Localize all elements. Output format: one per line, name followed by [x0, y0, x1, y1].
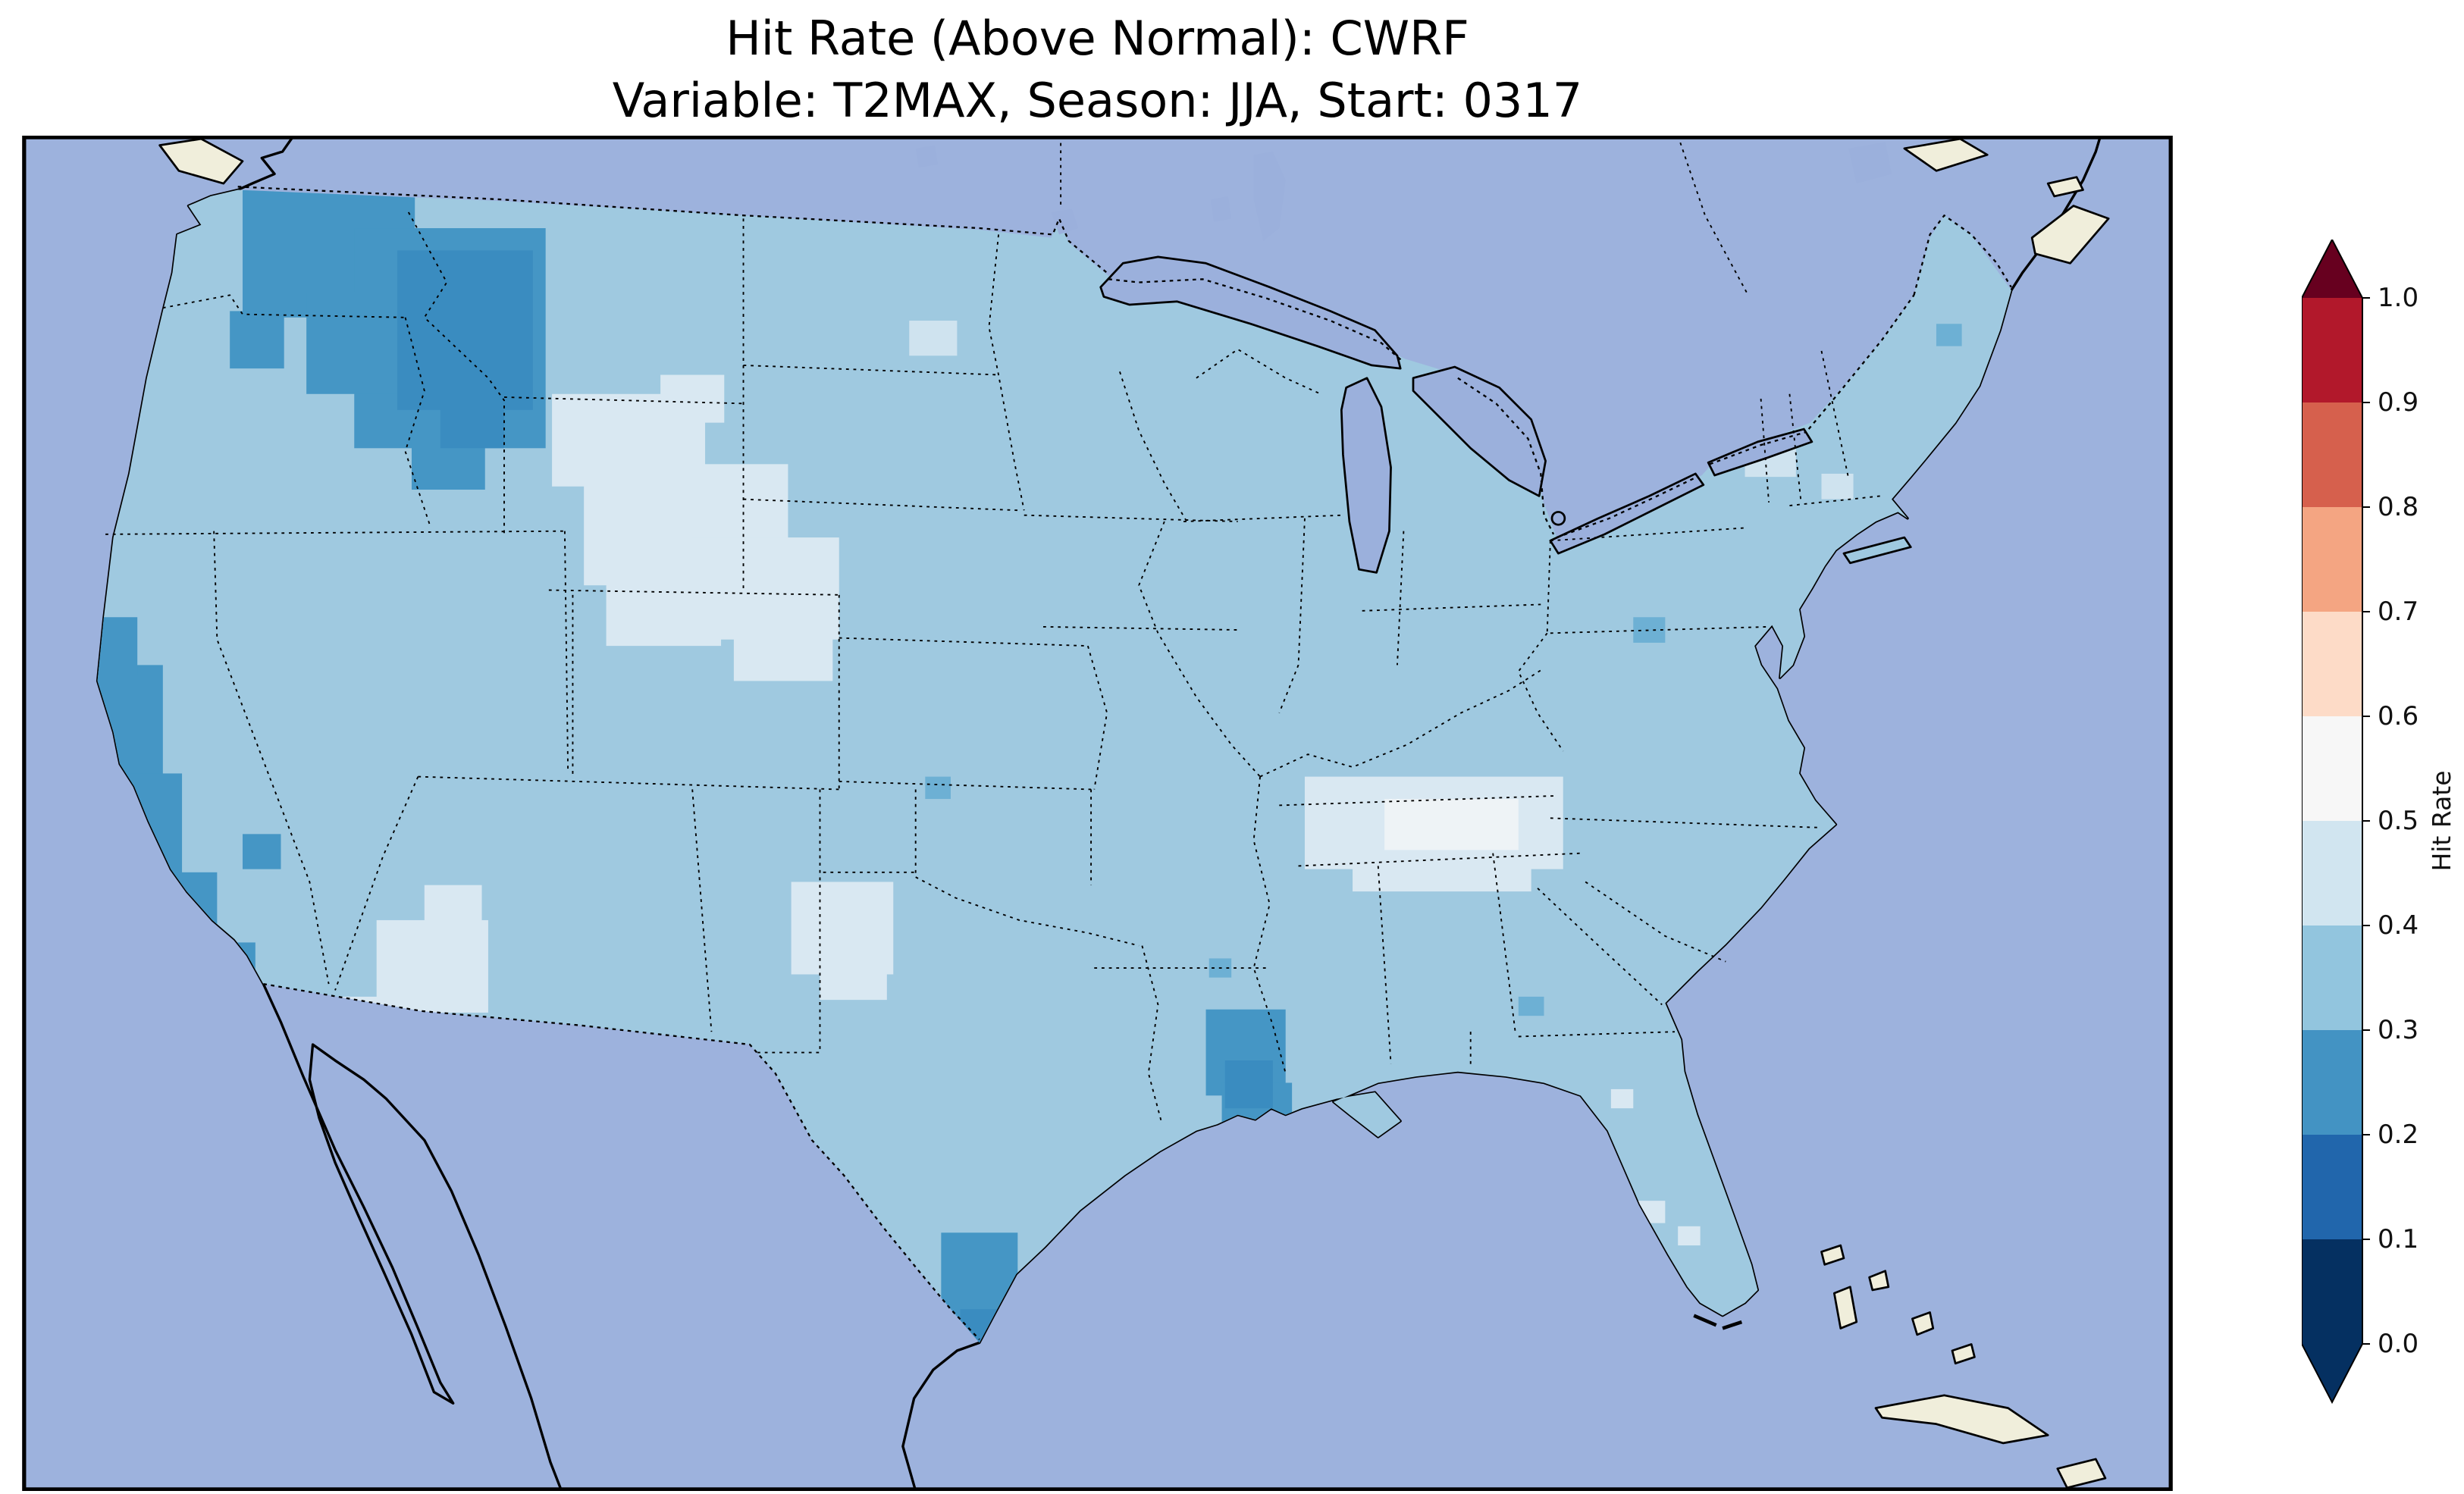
- lake-superior: [1099, 255, 1402, 370]
- data-cell-scattered-medium-cells: [1936, 324, 1962, 346]
- bahama-islet-3: [1911, 1311, 1935, 1336]
- colorbar-segment: [2302, 612, 2362, 717]
- florida-keys: [1693, 1314, 1743, 1330]
- data-cell-wyoming-plains-high: [606, 565, 722, 647]
- data-cell-pacific-northwest-low: [230, 311, 284, 369]
- canada-lakes: [915, 142, 1892, 241]
- data-cell-idaho-montana-core: [397, 250, 533, 410]
- mexico-border: [263, 982, 980, 1340]
- data-cell-wyoming-plains-high: [660, 374, 725, 423]
- title-line-2: Variable: T2MAX, Season: JJA, Start: 031…: [612, 72, 1583, 128]
- lake-michigan: [1340, 377, 1392, 574]
- data-cell-florida-light-cells: [1678, 1226, 1701, 1246]
- colorbar-tick-label: 0.7: [2378, 597, 2419, 627]
- bahama-islet-4: [1951, 1343, 1976, 1365]
- colorbar-segment: [2302, 402, 2362, 508]
- map-axes: [22, 134, 2173, 1492]
- nova-scotia: [2030, 205, 2110, 265]
- colorbar-segment: [2302, 1239, 2362, 1345]
- colorbar-segment: [2302, 1030, 2362, 1135]
- data-cell-dakota-light-cells: [909, 321, 958, 356]
- vancouver-island: [158, 137, 244, 185]
- data-cell-scattered-medium-cells: [925, 776, 951, 800]
- data-cell-tennessee-core: [1384, 799, 1519, 850]
- colorbar-extend-below-arrow: [2302, 1344, 2362, 1402]
- data-cell-idaho-montana-core: [440, 390, 504, 449]
- colorbar-tick-label: 0.9: [2378, 387, 2419, 418]
- small-lake-3: [1848, 142, 1892, 184]
- data-cell-louisiana-core: [1224, 1060, 1273, 1109]
- country-borders: [237, 135, 2012, 1340]
- lake-winnipeg: [1253, 152, 1286, 241]
- data-cell-scattered-medium-cells: [1518, 996, 1544, 1016]
- hispaniola-edge: [2056, 1458, 2107, 1489]
- canada-border-lakes: [1108, 215, 2012, 539]
- state-borders: [105, 211, 1881, 1122]
- cuba: [1874, 1394, 2049, 1445]
- andros-island: [1832, 1286, 1858, 1330]
- islands: [158, 137, 2110, 1489]
- lake-st-clair: [1550, 511, 1566, 526]
- colorbar-tick-label: 0.2: [2378, 1120, 2419, 1150]
- colorbar-segment: [2302, 1135, 2362, 1240]
- colorbar-canvas: 1.0 0.9 0.8 0.7 0.6 0.5 0.4 0.3 0.2 0.1 0.0 Hit Rat…: [2301, 237, 2456, 1405]
- data-cell-pacific-northwest-low: [411, 441, 485, 490]
- colorbar-tick-label: 0.5: [2378, 806, 2419, 836]
- colorbar-tick-label: 0.3: [2378, 1015, 2419, 1045]
- colorbar-segment: [2302, 298, 2362, 403]
- lake-of-the-woods: [1051, 208, 1079, 235]
- figure-title: Hit Rate (Above Normal): CWRF Variable: …: [22, 8, 2173, 132]
- title-line-1: Hit Rate (Above Normal): CWRF: [726, 11, 1469, 66]
- colorbar-tick-label: 0.8: [2378, 492, 2419, 522]
- colorbar-segment: [2302, 716, 2362, 822]
- prince-edward-island: [2046, 176, 2084, 198]
- data-cell-wyoming-plains-high: [733, 614, 833, 681]
- colorbar-segment: [2302, 926, 2362, 1031]
- colorbar-segment: [2302, 821, 2362, 926]
- long-island: [1842, 536, 1912, 565]
- bahama-islet-1: [1820, 1244, 1845, 1266]
- axes-frame: [22, 135, 2173, 1492]
- lake-ontario: [1707, 428, 1814, 477]
- colorbar-axis-label: Hit Rate: [2427, 770, 2456, 871]
- lake-huron: [1412, 365, 1547, 497]
- data-cell-california-coast-low: [97, 617, 138, 675]
- great-lakes: [1099, 255, 1814, 574]
- data-cell-new-mexico-high: [424, 885, 482, 933]
- colorbar: 1.0 0.9 0.8 0.7 0.6 0.5 0.4 0.3 0.2 0.1 0.0 Hit Rat…: [2301, 237, 2464, 1407]
- colorbar-extend-above-arrow: [2302, 240, 2362, 298]
- data-cell-california-coast-low: [243, 834, 281, 869]
- colorbar-tick-label: 0.1: [2378, 1224, 2419, 1254]
- small-lake-2: [1210, 196, 1232, 222]
- bahama-islet-2: [1868, 1270, 1890, 1292]
- data-cell-new-mexico-high: [376, 919, 488, 1013]
- data-cell-florida-light-cells: [1610, 1088, 1634, 1109]
- data-cell-oklahoma-high: [820, 952, 887, 1001]
- map-canvas: [22, 134, 2173, 1492]
- colorbar-tick-label: 1.0: [2378, 283, 2419, 313]
- colorbar-tick-label: 0.4: [2378, 910, 2419, 941]
- small-lake-1: [915, 145, 939, 168]
- colorbar-tick-label: 0.0: [2378, 1329, 2419, 1359]
- data-cell-northeast-light-cells: [1821, 473, 1854, 500]
- colorbar-segment: [2302, 507, 2362, 612]
- lake-erie: [1549, 472, 1705, 555]
- colorbar-tick-label: 0.6: [2378, 701, 2419, 731]
- anticosti-island: [1903, 137, 1989, 172]
